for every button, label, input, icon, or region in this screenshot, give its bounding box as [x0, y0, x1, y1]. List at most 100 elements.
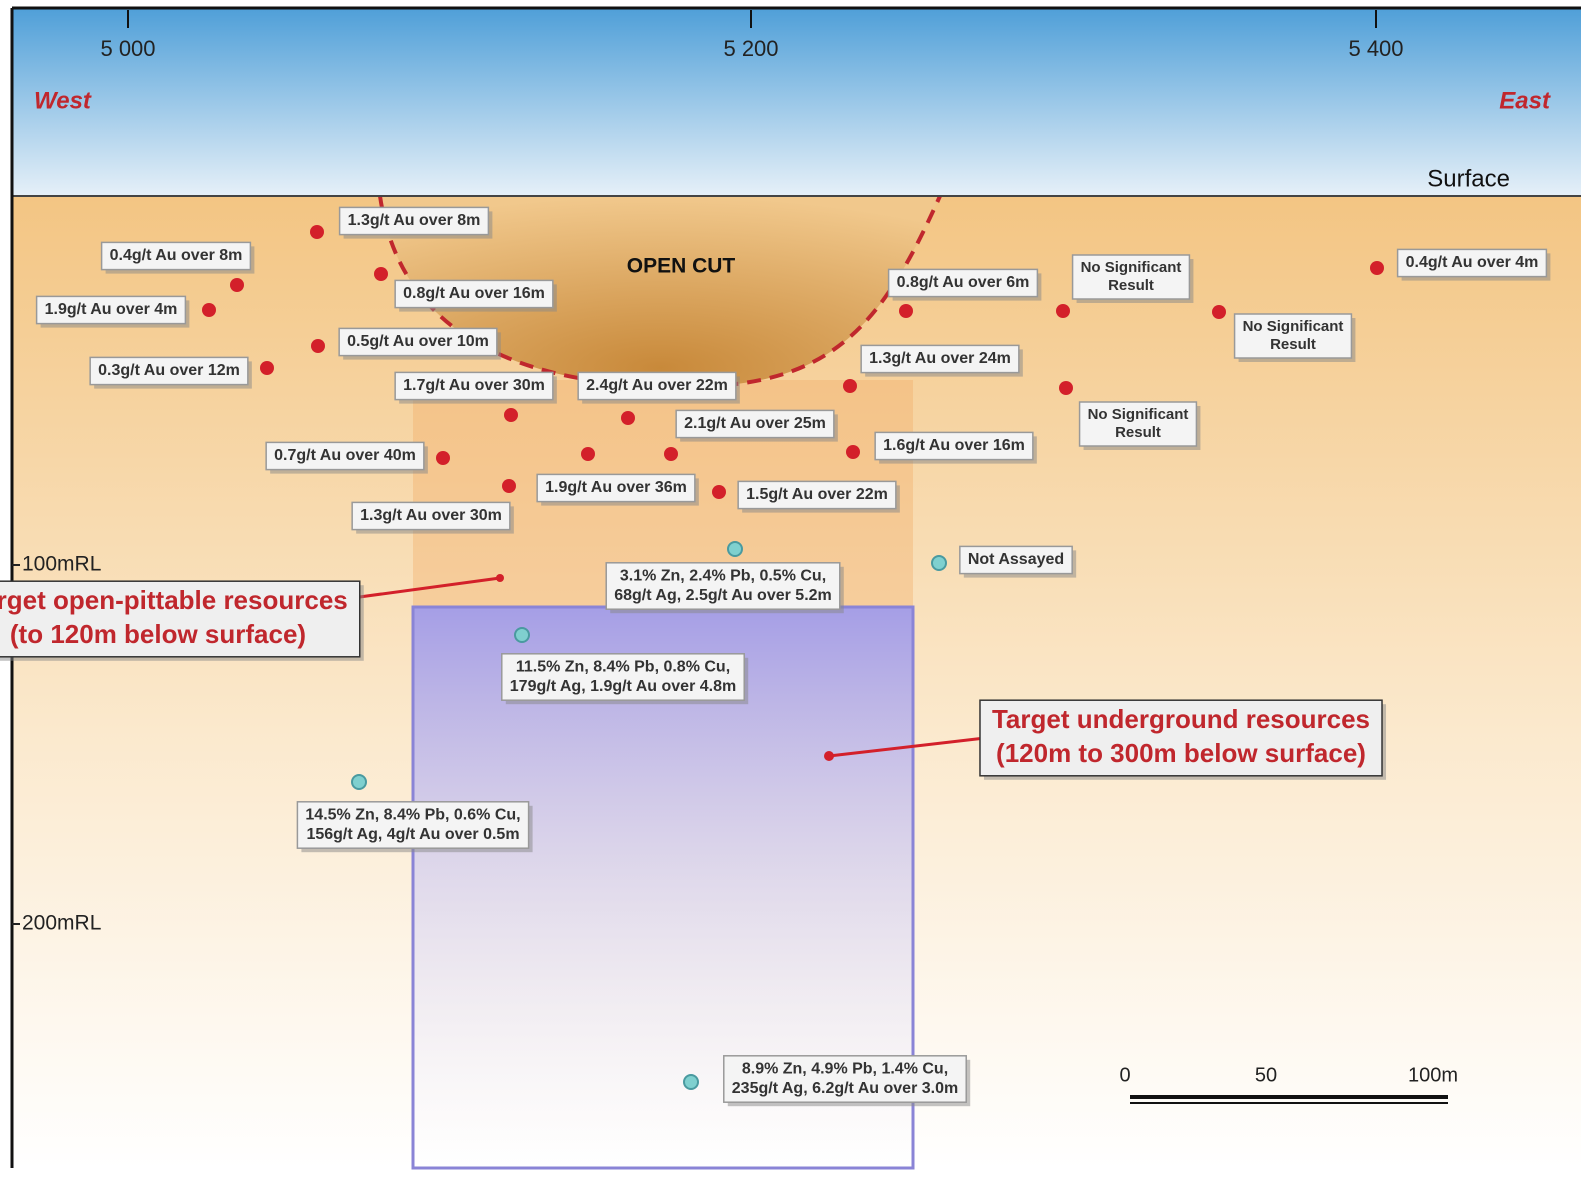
label-text: No Significant — [1081, 259, 1182, 276]
label-text: 0.4g/t Au over 8m — [110, 247, 243, 264]
base-metal-label: 14.5% Zn, 8.4% Pb, 0.6% Cu, 156g/t Ag, 4g… — [297, 802, 532, 852]
gold-hole — [1056, 304, 1070, 318]
intercept-label: 2.1g/t Au over 25m — [676, 410, 838, 441]
gold-hole — [310, 225, 324, 239]
label-text: 8.9% Zn, 4.9% Pb, 1.4% Cu, — [742, 1061, 948, 1078]
gold-hole — [260, 361, 274, 375]
label-text: 14.5% Zn, 8.4% Pb, 0.6% Cu, — [305, 807, 520, 824]
gold-hole — [202, 303, 216, 317]
gold-hole — [843, 379, 857, 393]
not-assayed-label: Not Assayed — [960, 546, 1076, 577]
open-cut-label: OPEN CUT — [627, 255, 736, 278]
intercept-label: 2.4g/t Au over 22m — [578, 372, 740, 403]
easting-label: 5 000 — [100, 36, 155, 61]
base-metal-hole — [515, 628, 529, 642]
base-metal-hole — [352, 775, 366, 789]
label-text: 0.5g/t Au over 10m — [347, 333, 489, 350]
pointer-end — [824, 751, 834, 761]
base-metal-hole — [932, 556, 946, 570]
no-result-label: No SignificantResult — [1073, 255, 1194, 303]
gold-hole — [311, 339, 325, 353]
page: {"axis": {"eastings": ["5 000", "5 200",… — [0, 0, 1581, 1178]
gold-hole — [846, 445, 860, 459]
scale-label: 100m — [1408, 1064, 1458, 1086]
label-text: (120m to 300m below surface) — [996, 738, 1366, 768]
label-text: Result — [1108, 277, 1154, 294]
base-metal-label: 11.5% Zn, 8.4% Pb, 0.8% Cu, 179g/t Ag, 1.… — [502, 654, 748, 704]
easting-label: 5 200 — [723, 36, 778, 61]
label-text: Result — [1115, 424, 1161, 441]
label-text: 1.3g/t Au over 30m — [360, 507, 502, 524]
intercept-label: 0.4g/t Au over 4m — [1398, 249, 1551, 280]
scale-label: 0 — [1119, 1064, 1130, 1086]
label-text: 0.8g/t Au over 16m — [403, 285, 545, 302]
label-text: 0.4g/t Au over 4m — [1406, 254, 1539, 271]
label-text: No Significant — [1088, 406, 1189, 423]
level-label: 200mRL — [22, 912, 101, 935]
no-result-label: No SignificantResult — [1080, 402, 1201, 450]
base-metal-hole — [684, 1075, 698, 1089]
label-text: 1.3g/t Au over 8m — [348, 212, 481, 229]
gold-hole — [664, 447, 678, 461]
label-text: 1.6g/t Au over 16m — [883, 437, 1025, 454]
intercept-label: 0.4g/t Au over 8m — [102, 242, 255, 273]
intercept-label: 0.5g/t Au over 10m — [339, 328, 501, 359]
label-text: 0.7g/t Au over 40m — [274, 447, 416, 464]
intercept-label: 1.3g/t Au over 30m — [352, 502, 514, 533]
label-text: 68g/t Ag, 2.5g/t Au over 5.2m — [614, 587, 832, 604]
gold-hole — [621, 411, 635, 425]
surface-label: Surface — [1427, 165, 1510, 192]
level-label: 100mRL — [22, 553, 101, 576]
sky — [12, 8, 1581, 196]
label-text: 0.8g/t Au over 6m — [897, 274, 1030, 291]
gold-hole — [581, 447, 595, 461]
target-label: Target underground resources(120m to 300… — [980, 700, 1386, 780]
label-text: 2.1g/t Au over 25m — [684, 415, 826, 432]
gold-hole — [712, 485, 726, 499]
label-text: Target open-pittable resources — [0, 585, 348, 615]
label-text: 1.9g/t Au over 4m — [45, 301, 178, 318]
gold-hole — [1370, 261, 1384, 275]
label-text: 0.3g/t Au over 12m — [98, 362, 240, 379]
gold-hole — [502, 479, 516, 493]
gold-hole — [1059, 381, 1073, 395]
target-label: Target open-pittable resources(to 120m b… — [0, 581, 364, 661]
base-metal-label: 8.9% Zn, 4.9% Pb, 1.4% Cu, 235g/t Ag, 6.2… — [724, 1056, 970, 1106]
label-text: 1.5g/t Au over 22m — [746, 486, 888, 503]
label-text: 1.3g/t Au over 24m — [869, 350, 1011, 367]
base-metal-hole — [728, 542, 742, 556]
intercept-label: 0.7g/t Au over 40m — [266, 442, 428, 473]
label-text: No Significant — [1243, 318, 1344, 335]
intercept-label: 1.9g/t Au over 4m — [37, 296, 190, 327]
intercept-label: 1.6g/t Au over 16m — [875, 432, 1037, 463]
cross-section: 5 000 5 200 5 400 West East Surface OPEN… — [0, 0, 1581, 1178]
label-text: Result — [1270, 336, 1316, 353]
label-text: 235g/t Ag, 6.2g/t Au over 3.0m — [732, 1080, 958, 1097]
scale-label: 50 — [1255, 1064, 1277, 1086]
gold-hole — [230, 278, 244, 292]
east-label: East — [1499, 87, 1551, 114]
gold-hole — [504, 408, 518, 422]
gold-hole — [899, 304, 913, 318]
west-label: West — [34, 87, 92, 114]
label-text: 11.5% Zn, 8.4% Pb, 0.8% Cu, — [516, 659, 730, 676]
label-text: 179g/t Ag, 1.9g/t Au over 4.8m — [510, 678, 736, 695]
pointer-end — [496, 574, 504, 582]
intercept-label: 1.5g/t Au over 22m — [738, 481, 900, 512]
label-text: 156g/t Ag, 4g/t Au over 0.5m — [306, 826, 519, 843]
label-text: 2.4g/t Au over 22m — [586, 377, 728, 394]
intercept-label: 0.8g/t Au over 16m — [395, 280, 557, 311]
intercept-label: 1.3g/t Au over 24m — [861, 345, 1023, 376]
gold-hole — [1212, 305, 1226, 319]
label-text: 1.9g/t Au over 36m — [545, 479, 687, 496]
label-text: 3.1% Zn, 2.4% Pb, 0.5% Cu, — [620, 568, 826, 585]
gold-hole — [374, 267, 388, 281]
easting-label: 5 400 — [1348, 36, 1403, 61]
gold-hole — [436, 451, 450, 465]
base-metal-label: 3.1% Zn, 2.4% Pb, 0.5% Cu, 68g/t Ag, 2.5g… — [606, 563, 844, 613]
intercept-label: 1.3g/t Au over 8m — [340, 207, 493, 238]
intercept-label: 0.8g/t Au over 6m — [889, 269, 1042, 300]
label-text: 1.7g/t Au over 30m — [403, 377, 545, 394]
intercept-label: 1.7g/t Au over 30m — [395, 372, 557, 403]
